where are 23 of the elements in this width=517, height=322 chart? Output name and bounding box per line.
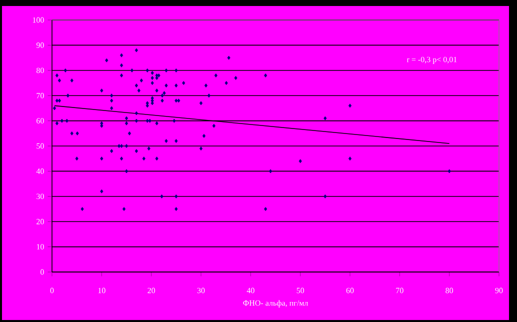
y-tick-label: 10	[36, 244, 44, 250]
y-tick-label: 20	[36, 218, 44, 224]
x-tick-label: 0	[50, 288, 54, 294]
x-tick-label: 10	[98, 288, 106, 294]
y-tick-label: 30	[36, 194, 44, 200]
y-tick-label: 50	[36, 143, 44, 149]
x-tick-label: 40	[246, 288, 254, 294]
y-tick-label: 70	[36, 92, 44, 98]
x-axis-title: ФНО- альфа, пг/мл	[243, 300, 308, 308]
x-tick-label: 20	[148, 288, 156, 294]
x-tick-label: 90	[495, 288, 503, 294]
annotation: r = -0,3 p< 0,01	[406, 56, 457, 64]
y-tick-label: 90	[36, 42, 44, 48]
y-tick-label: 60	[36, 118, 44, 124]
y-tick-label: 100	[32, 17, 44, 23]
x-tick-label: 70	[396, 288, 404, 294]
x-tick-label: 60	[346, 288, 354, 294]
y-tick-label: 0	[40, 269, 44, 275]
x-tick-label: 30	[197, 288, 205, 294]
y-tick-label: 80	[36, 68, 44, 74]
x-tick-label: 50	[296, 288, 304, 294]
y-tick-label: 40	[36, 168, 44, 174]
x-tick-label: 80	[446, 288, 454, 294]
